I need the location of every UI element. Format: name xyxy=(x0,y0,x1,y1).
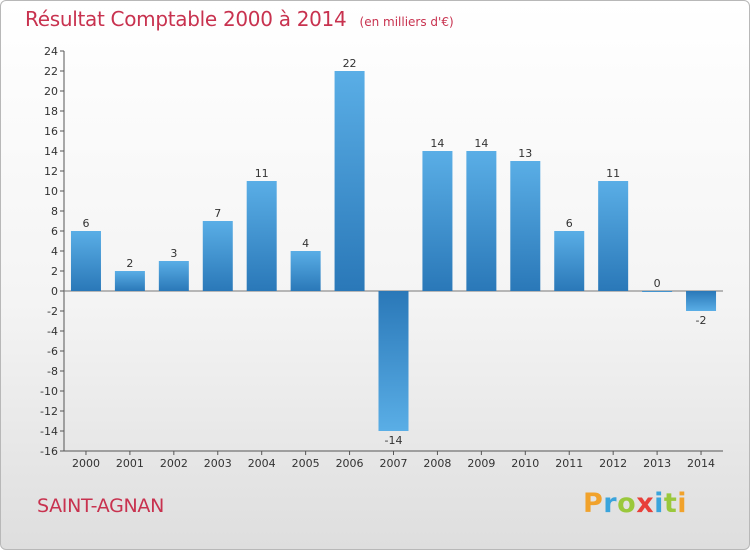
data-label-2010: 13 xyxy=(518,147,532,160)
y-tick-label: 18 xyxy=(44,105,58,118)
bar-2013 xyxy=(642,291,673,292)
data-label-2006: 22 xyxy=(343,57,357,70)
bar-2008 xyxy=(422,151,453,291)
logo-letter: i xyxy=(654,488,664,519)
bars xyxy=(70,71,717,431)
chart-subtitle: (en milliers d'€) xyxy=(359,15,454,29)
bar-2014 xyxy=(686,291,717,311)
y-tick-label: 0 xyxy=(51,285,58,298)
x-tick-label: 2009 xyxy=(467,457,495,470)
y-tick-label: 20 xyxy=(44,85,58,98)
data-label-2012: 11 xyxy=(606,167,620,180)
x-tick-label: 2003 xyxy=(204,457,232,470)
y-tick-label: 14 xyxy=(44,145,58,158)
y-tick-label: -4 xyxy=(47,325,58,338)
data-labels: 6 2 3 7 11 4 22 -14 14 14 13 6 11 0 -2 xyxy=(82,57,706,447)
x-tick-label: 2011 xyxy=(555,457,583,470)
data-label-2000: 6 xyxy=(82,217,89,230)
bar-2002 xyxy=(158,261,189,291)
y-tick-label: 8 xyxy=(51,205,58,218)
y-tick-label: -10 xyxy=(40,385,58,398)
bar-2007 xyxy=(378,291,409,431)
bar-2003 xyxy=(202,221,233,291)
logo-letter: x xyxy=(636,488,655,519)
commune-name: SAINT-AGNAN xyxy=(37,495,165,517)
x-tick-label: 2006 xyxy=(336,457,364,470)
y-tick-label: 22 xyxy=(44,65,58,78)
logo-letter: t xyxy=(663,488,678,519)
data-label-2013: 0 xyxy=(654,277,661,290)
bar-2000 xyxy=(70,231,101,291)
data-label-2011: 6 xyxy=(566,217,573,230)
x-tick-label: 2002 xyxy=(160,457,188,470)
y-tick-label: 24 xyxy=(44,45,58,58)
data-label-2014: -2 xyxy=(696,314,707,327)
data-label-2001: 2 xyxy=(126,257,133,270)
data-label-2004: 11 xyxy=(255,167,269,180)
y-tick-label: -14 xyxy=(40,425,58,438)
y-tick-label: -2 xyxy=(47,305,58,318)
logo-letter: o xyxy=(617,488,637,519)
logo-letter: i xyxy=(677,488,688,519)
y-tick-label: -6 xyxy=(47,345,58,358)
x-axis: 2000 2001 2002 2003 2004 2005 2006 2007 2008 2009… xyxy=(64,450,723,470)
x-tick-label: 2014 xyxy=(687,457,715,470)
y-tick-label: 2 xyxy=(51,265,58,278)
y-tick-label: 16 xyxy=(44,125,58,138)
proxiti-logo[interactable]: Proxiti xyxy=(583,488,687,519)
logo-letter: r xyxy=(603,488,618,519)
chart-title: Résultat Comptable 2000 à 2014 xyxy=(25,7,347,31)
y-tick-label: 4 xyxy=(51,245,58,258)
bar-2005 xyxy=(290,251,321,291)
data-label-2009: 14 xyxy=(474,137,488,150)
bar-2012 xyxy=(598,181,629,291)
data-label-2008: 14 xyxy=(430,137,444,150)
y-tick-label: 10 xyxy=(44,185,58,198)
bar-2001 xyxy=(114,271,145,291)
x-tick-label: 2005 xyxy=(292,457,320,470)
x-tick-label: 2004 xyxy=(248,457,276,470)
bar-2006 xyxy=(334,71,365,291)
y-tick-label: -8 xyxy=(47,365,58,378)
bar-2009 xyxy=(466,151,497,291)
data-label-2007: -14 xyxy=(385,434,403,447)
data-label-2003: 7 xyxy=(214,207,221,220)
x-tick-label: 2000 xyxy=(72,457,100,470)
logo-letter: P xyxy=(583,488,604,519)
x-tick-label: 2012 xyxy=(599,457,627,470)
y-tick-label: -12 xyxy=(40,405,58,418)
bar-2010 xyxy=(510,161,541,291)
y-tick-label: 6 xyxy=(51,225,58,238)
bar-2011 xyxy=(554,231,585,291)
data-label-2002: 3 xyxy=(170,247,177,260)
x-tick-label: 2008 xyxy=(423,457,451,470)
x-tick-label: 2007 xyxy=(380,457,408,470)
bar-2004 xyxy=(246,181,277,291)
x-tick-label: 2010 xyxy=(511,457,539,470)
y-tick-label: 12 xyxy=(44,165,58,178)
x-tick-label: 2013 xyxy=(643,457,671,470)
title-row: Résultat Comptable 2000 à 2014 (en milli… xyxy=(25,7,454,31)
y-tick-label: -16 xyxy=(40,445,58,458)
x-tick-label: 2001 xyxy=(116,457,144,470)
data-label-2005: 4 xyxy=(302,237,309,250)
